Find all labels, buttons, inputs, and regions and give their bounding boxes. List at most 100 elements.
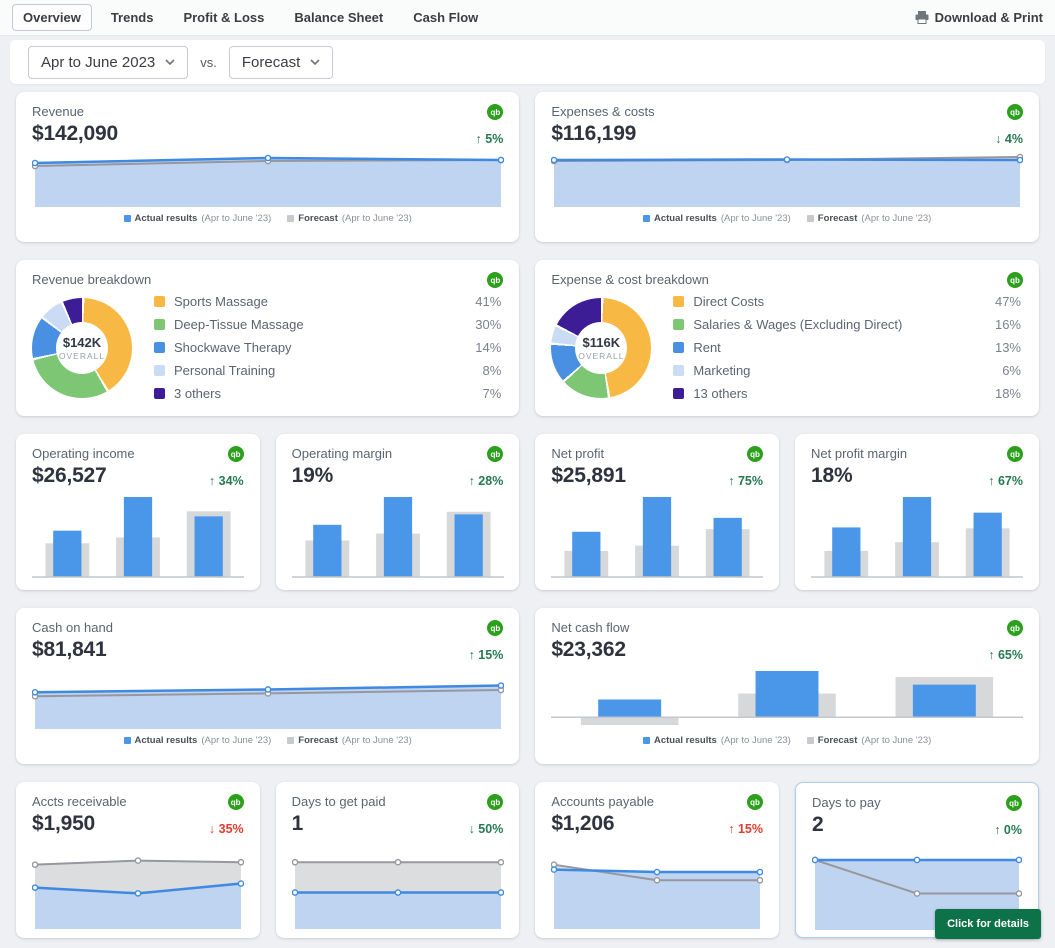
slice-swatch-icon [673,296,685,307]
download-print-label: Download & Print [934,10,1043,25]
card-days-to-pay[interactable]: Days to pay qb 2 ↑ 0% Click for details [795,782,1041,939]
tab-trends[interactable]: Trends [100,4,165,31]
card-revenue-breakdown[interactable]: Revenue breakdown qb $142K OVERALL Sport… [16,260,520,416]
card-title: Days to get paid [291,794,386,809]
tab-overview[interactable]: Overview [12,4,92,31]
card-accounts-payable[interactable]: Accounts payable qb $1,206 ↑ 15% [535,782,779,938]
card-delta: ↑ 15% [468,648,504,662]
donut-center-label: OVERALL [578,350,625,361]
legend-row: Salaries & Wages (Excluding Direct) 16% [673,317,1021,332]
quickbooks-badge-icon: qb [487,104,504,120]
legend-forecast-label: Forecast [298,735,338,746]
card-title: Revenue [32,104,85,119]
days-to-get-paid-area-chart [291,842,504,930]
slice-label: 3 others [174,386,221,401]
click-for-details-button[interactable]: Click for details [935,909,1041,939]
chevron-down-icon [165,59,175,65]
card-revenue[interactable]: Revenue qb $142,090 ↑ 5% Actual results (… [16,92,520,242]
slice-label: Direct Costs [693,294,765,309]
card-days-to-get-paid[interactable]: Days to get paid qb 1 ↓ 50% [275,782,520,938]
actual-swatch-icon [643,737,650,744]
card-value: 18% [811,464,853,487]
net-profit-margin-bar-chart [811,494,1023,582]
legend-row: Sports Massage 41% [154,294,501,309]
card-accts-receivable[interactable]: Accts receivable qb $1,950 ↓ 35% [16,782,260,938]
net-profit-bar-chart [551,494,764,582]
dashboard-grid: Revenue qb $142,090 ↑ 5% Actual results(… [0,84,1055,948]
card-value: $116,199 [551,122,637,145]
chart-legend: Actual results (Apr to June '23) Forecast… [551,213,1023,224]
slice-percent: 47% [994,294,1021,309]
card-delta: ↑ 5% [475,132,504,146]
card-value: $25,891 [551,464,626,487]
legend-row: Shockwave Therapy 14% [154,340,501,355]
revenue-area-chart [32,152,504,208]
card-expenses[interactable]: Expenses & costs qb $116,199 ↓ 4% Actual… [535,92,1039,242]
slice-label: Deep-Tissue Massage [174,317,304,332]
card-title: Net profit margin [811,446,908,461]
slice-label: Marketing [693,363,751,378]
legend-forecast-label: Forecast [817,735,858,746]
compare-dropdown[interactable]: Forecast [228,45,334,79]
card-title: Expense & cost breakdown [551,272,709,287]
legend-forecast-label: Forecast [298,213,338,224]
tab-cash-flow[interactable]: Cash Flow [402,4,489,31]
forecast-swatch-icon [287,215,295,222]
card-title: Revenue breakdown [32,272,152,287]
card-delta: ↓ 35% [208,822,244,836]
card-value: $142,090 [32,122,118,145]
card-value: $26,527 [32,464,107,487]
revenue-donut-chart: $142K OVERALL [32,297,132,398]
card-value: $23,362 [551,638,626,661]
tab-balance-sheet[interactable]: Balance Sheet [283,4,394,31]
legend-forecast-period: (Apr to June '23) [341,213,412,224]
card-cash-on-hand[interactable]: Cash on hand qb $81,841 ↑ 15% Actual res… [16,608,520,764]
slice-swatch-icon [673,388,685,399]
quickbooks-badge-icon: qb [1007,446,1023,462]
slice-swatch-icon [154,319,165,330]
compare-value: Forecast [241,53,301,71]
legend-forecast-period: (Apr to June '23) [861,735,932,746]
vs-label: vs. [200,54,217,70]
period-value: Apr to June 2023 [41,53,156,71]
card-operating-income[interactable]: Operating income qb $26,527 ↑ 34% [16,434,260,590]
quickbooks-badge-icon: qb [227,794,244,810]
card-title: Days to pay [812,795,881,810]
card-delta: ↓ 50% [468,822,504,836]
tab-profit-and-loss[interactable]: Profit & Loss [172,4,275,31]
filter-bar: Apr to June 2023 vs. Forecast [10,40,1045,84]
card-net-profit[interactable]: Net profit qb $25,891 ↑ 75% [535,434,779,590]
quickbooks-badge-icon: qb [1006,795,1022,811]
download-print-button[interactable]: Download & Print [915,10,1043,25]
card-delta: ↑ 65% [988,648,1023,662]
card-net-cash-flow[interactable]: Net cash flow qb $23,362 ↑ 65% Actual re… [535,608,1039,764]
card-delta: ↑ 0% [994,823,1022,837]
donut-center-value: $142K [62,334,102,350]
card-value: $81,841 [32,638,107,661]
quickbooks-badge-icon: qb [1007,620,1023,636]
slice-label: 13 others [693,386,748,401]
slice-label: Rent [693,340,721,355]
quickbooks-badge-icon: qb [487,794,504,810]
slice-label: Shockwave Therapy [174,340,292,355]
breakdown-legend: Direct Costs 47% Salaries & Wages (Exclud… [673,294,1023,401]
legend-actual-period: (Apr to June '23) [720,735,791,746]
period-dropdown[interactable]: Apr to June 2023 [28,45,189,79]
slice-swatch-icon [673,319,685,330]
slice-percent: 14% [475,340,502,355]
legend-actual-label: Actual results [134,213,198,224]
slice-percent: 41% [475,294,502,309]
slice-label: Personal Training [174,363,276,378]
card-delta: ↑ 28% [468,474,504,488]
legend-row: Direct Costs 47% [673,294,1021,309]
donut-center-value: $116K [582,334,621,350]
quickbooks-badge-icon: qb [747,794,763,810]
slice-swatch-icon [154,342,165,353]
quickbooks-badge-icon: qb [1007,104,1023,120]
card-net-profit-margin[interactable]: Net profit margin qb 18% ↑ 67% [795,434,1039,590]
legend-row: 13 others 18% [673,386,1021,401]
card-expense-breakdown[interactable]: Expense & cost breakdown qb $116K OVERAL… [535,260,1039,416]
slice-swatch-icon [673,342,685,353]
card-operating-margin[interactable]: Operating margin qb 19% ↑ 28% [275,434,520,590]
card-delta: ↓ 4% [995,132,1023,146]
